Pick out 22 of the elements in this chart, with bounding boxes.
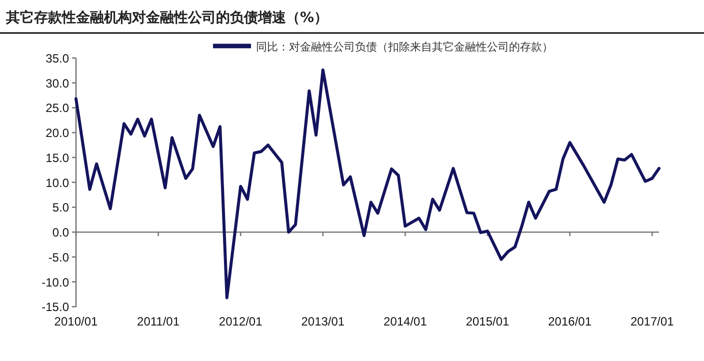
y-tick-label: 20.0	[46, 126, 70, 140]
y-tick-label: 25.0	[46, 101, 70, 116]
x-tick-label: 2010/01	[54, 314, 98, 329]
x-tick-label: 2015/01	[466, 314, 510, 329]
y-tick-label: 35.0	[46, 52, 70, 66]
y-tick-label: -5.0	[48, 250, 70, 264]
y-tick-label: 0.0	[52, 226, 70, 240]
x-tick-label: 2017/01	[630, 314, 674, 329]
y-tick-label: -15.0	[42, 300, 70, 314]
x-tick-label: 2012/01	[218, 314, 263, 329]
x-tick-label: 2014/01	[384, 314, 428, 329]
x-tick-label: 2011/01	[137, 314, 180, 329]
legend-label: 同比：对金融性公司负债（扣除来自其它金融性公司的存款）	[256, 40, 553, 54]
x-tick-label: 2016/01	[548, 314, 592, 329]
y-tick-label: 30.0	[46, 76, 70, 90]
line-series	[74, 68, 660, 300]
y-tick-label: 10.0	[46, 176, 70, 190]
y-tick-label: 5.0	[52, 200, 70, 215]
y-tick-label: 15.0	[46, 150, 70, 165]
x-tick-label: 2013/01	[301, 314, 345, 329]
y-tick-label: -10.0	[42, 275, 70, 290]
chart-title: 其它存款性金融机构对金融性公司的负债增速（%）	[5, 9, 328, 26]
